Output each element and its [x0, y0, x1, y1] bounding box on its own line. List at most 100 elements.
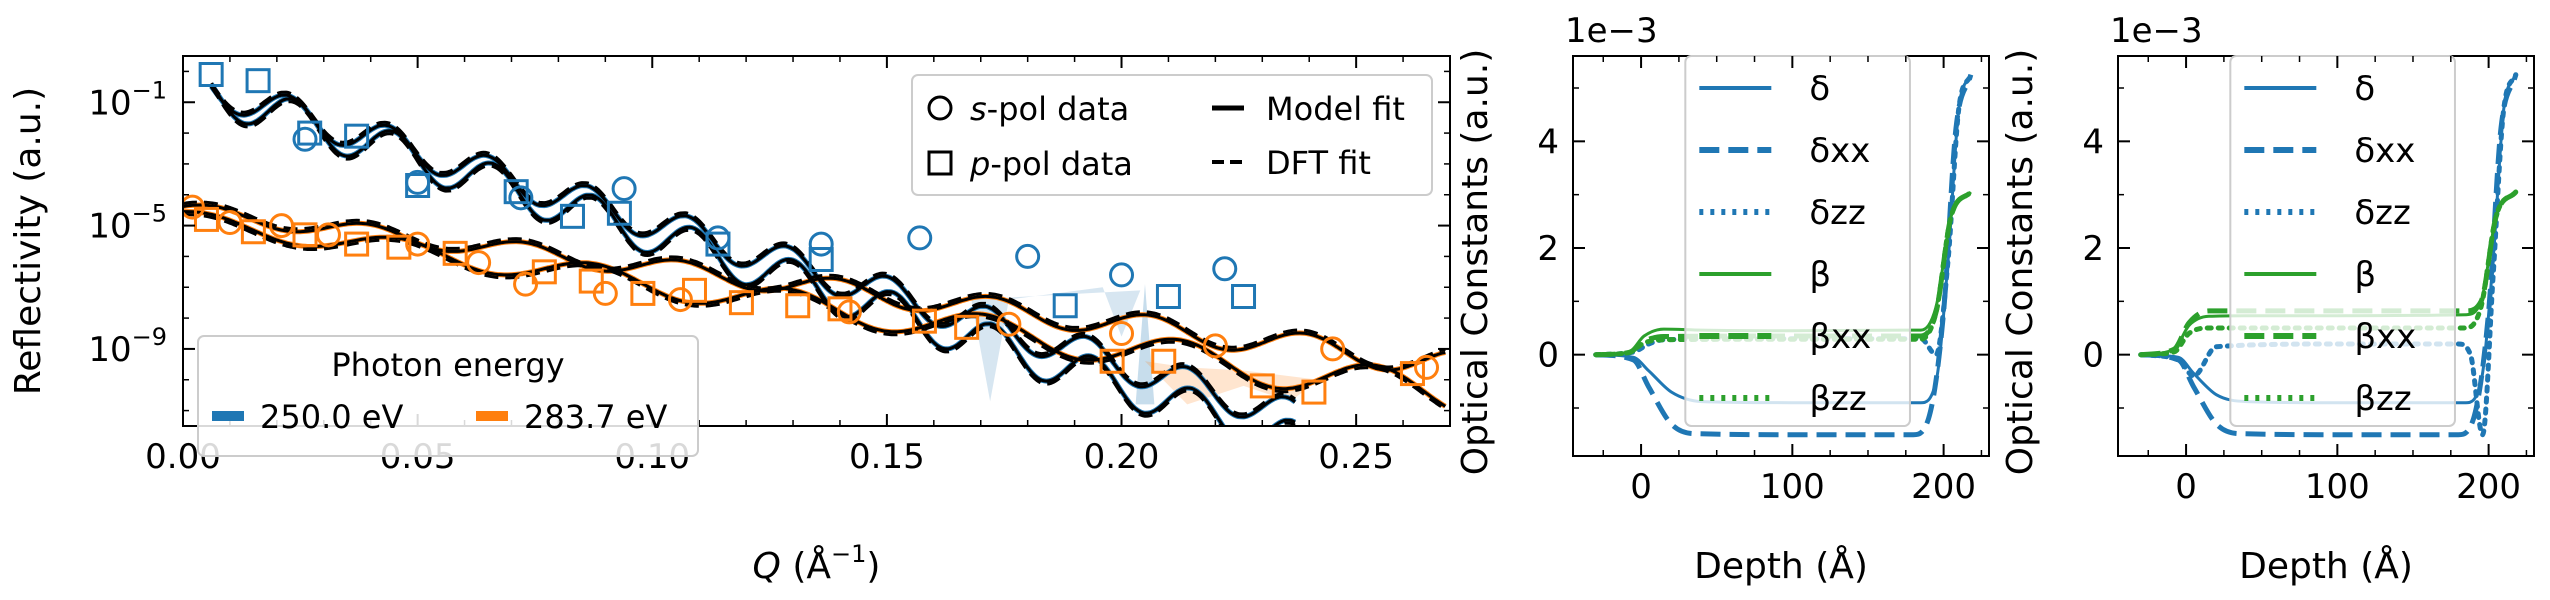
- y-axis-label: Optical Constants (a.u.): [1455, 49, 1496, 476]
- legend-label-βxx: βxx: [2354, 317, 2416, 357]
- data-point-blue-s-pol: [1015, 243, 1041, 269]
- y-tick-label: 0: [2082, 336, 2104, 376]
- y-tick-label: 4: [2082, 122, 2104, 162]
- legend-label-δ: δ: [1809, 69, 1830, 109]
- legend-label-δxx: δxx: [2354, 131, 2415, 171]
- y-axis-label: Reflectivity (a.u.): [8, 87, 49, 395]
- data-point-orange-p-pol: [344, 231, 370, 257]
- y-tick-label: 0: [1537, 336, 1559, 376]
- legend-dft-fit-label: DFT fit: [1266, 144, 1371, 182]
- data-point-blue-p-pol: [606, 200, 632, 226]
- x-axis-label: Depth (Å): [2239, 544, 2413, 587]
- x-tick-label: 0: [2175, 467, 2197, 507]
- data-point-blue-p-pol: [705, 231, 731, 257]
- data-point-orange-p-pol: [1249, 373, 1275, 399]
- blue-s-dft-fit: [209, 82, 1296, 416]
- x-tick-label: 0.15: [849, 437, 925, 477]
- data-point-blue-p-pol: [297, 120, 323, 146]
- data-point-orange-p-pol: [681, 277, 707, 303]
- legend-s-pol-label: s-pol data: [970, 90, 1129, 128]
- blue-uncertainty-band: [971, 287, 1141, 402]
- x-axis-label: Q (Å−1): [753, 540, 881, 587]
- data-point-orange-s-pol: [836, 299, 862, 325]
- legend-label-δzz: δzz: [2354, 193, 2411, 233]
- marker-legend: s-pol data p-pol data Model fit DFT fit: [911, 74, 1433, 196]
- legend-label-βxx: βxx: [1809, 317, 1871, 357]
- x-tick-label: 0: [1630, 467, 1652, 507]
- data-point-blue-p-pol: [405, 173, 431, 198]
- marker-legend-box: [911, 74, 1433, 196]
- series-δzz: [2138, 72, 2519, 438]
- orange-s-black-model-fit: [183, 203, 1446, 372]
- data-point-blue-s-pol: [808, 231, 834, 257]
- legend-label-δxx: δxx: [1809, 131, 1870, 171]
- data-point-orange-p-pol: [785, 293, 811, 319]
- series-δxx: [2140, 74, 2519, 438]
- legend-model-fit-label: Model fit: [1266, 90, 1405, 128]
- data-point-orange-p-pol: [292, 222, 318, 248]
- data-point-orange-p-pol: [193, 206, 219, 232]
- optical-legend: δ δxx δzz β βxx βzz: [1684, 55, 1911, 427]
- optical-legend: δ δxx δzz β βxx βzz: [2229, 55, 2456, 427]
- reflectivity-plot-area: [183, 62, 1447, 426]
- x-axis-label: Depth (Å): [1694, 544, 1868, 587]
- data-point-orange-s-pol: [1109, 321, 1135, 346]
- data-point-blue-s-pol: [292, 126, 318, 152]
- x-tick-label: 0.25: [1318, 437, 1394, 477]
- y-tick-label: 10−9: [88, 323, 167, 370]
- y-tick-label: 10−1: [88, 76, 167, 123]
- blue-p-black-model-fit: [209, 82, 1296, 426]
- data-point-blue-p-pol: [1155, 284, 1181, 309]
- data-point-orange-p-pol: [728, 290, 754, 316]
- data-point-orange-s-pol: [1202, 333, 1228, 359]
- data-point-blue-s-pol: [907, 225, 933, 251]
- data-point-orange-p-pol: [240, 219, 266, 245]
- data-point-blue-p-pol: [1052, 293, 1078, 319]
- legend-square-marker: [927, 150, 953, 176]
- y-offset-text: 1e−3: [1565, 11, 1658, 51]
- legend-label-βzz: βzz: [1809, 379, 1866, 419]
- data-point-orange-s-pol: [1414, 354, 1440, 380]
- data-point-orange-s-pol: [996, 311, 1022, 337]
- orange-p-dft-fit: [183, 213, 1447, 411]
- data-point-blue-s-pol: [508, 185, 534, 211]
- data-point-orange-p-pol: [954, 314, 980, 340]
- energy-legend: Photon energy 250.0 eV 283.7 eV: [197, 335, 699, 457]
- y-tick-label: 2: [1537, 229, 1559, 269]
- data-point-orange-s-pol: [667, 287, 693, 313]
- y-offset-text: 1e−3: [2110, 11, 2203, 51]
- x-tick-label: 200: [1911, 467, 1976, 507]
- legend-label-β: β: [1809, 255, 1831, 295]
- y-axis-label: Optical Constants (a.u.): [2000, 49, 2041, 476]
- energy-legend-title: Photon energy: [331, 346, 564, 384]
- data-point-orange-p-pol: [442, 240, 468, 266]
- data-point-blue-s-pol: [1212, 256, 1238, 282]
- x-tick-label: 100: [1760, 467, 1825, 507]
- data-point-orange-p-pol: [386, 234, 412, 260]
- legend-circle-marker: [927, 95, 953, 121]
- data-point-orange-p-pol: [1099, 348, 1125, 374]
- energy-legend-box: [197, 335, 699, 457]
- legend-label-β: β: [2354, 255, 2376, 295]
- x-tick-label: 0.20: [1084, 437, 1160, 477]
- data-point-blue-p-pol: [808, 247, 834, 272]
- data-point-orange-s-pol: [1320, 336, 1346, 362]
- data-point-blue-s-pol: [1109, 262, 1135, 288]
- data-point-orange-p-pol: [911, 308, 937, 334]
- data-point-blue-p-pol: [198, 62, 224, 87]
- y-tick-label: 2: [2082, 229, 2104, 269]
- data-point-blue-s-pol: [611, 176, 637, 202]
- data-point-orange-p-pol: [1301, 379, 1327, 405]
- data-point-blue-p-pol: [245, 68, 271, 94]
- y-tick-label: 10−5: [88, 200, 167, 247]
- data-point-orange-p-pol: [1399, 361, 1425, 387]
- data-point-blue-p-pol: [344, 123, 370, 149]
- data-point-orange-p-pol: [630, 280, 656, 306]
- legend-p-pol-label: p-pol data: [969, 145, 1133, 183]
- y-tick-label: 4: [1537, 122, 1559, 162]
- orange-s-dft-fit: [183, 200, 1446, 369]
- optical-constants-panel-2: δ δxx δzz β βxx βzz 0 100 200 0 2 4 1e−3 Depth (Å) Opt…: [2000, 11, 2535, 587]
- x-tick-label: 200: [2456, 467, 2521, 507]
- optical-legend-box: [1684, 55, 1911, 427]
